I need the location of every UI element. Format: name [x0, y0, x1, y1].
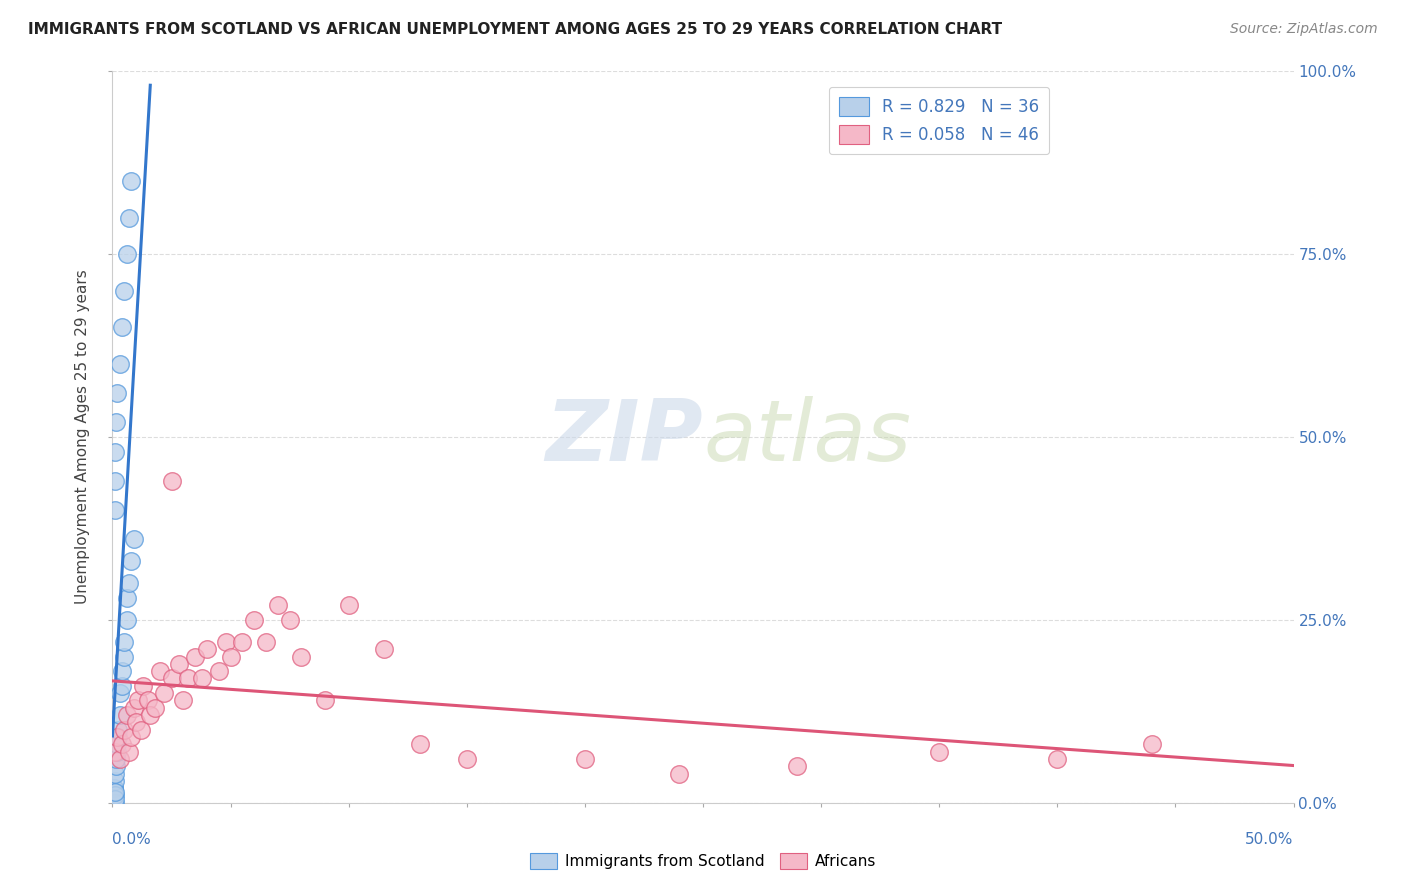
Point: [105, 416, 128, 430]
Point: [125, 715, 148, 730]
Point: [112, 284, 135, 298]
Point: [122, 700, 145, 714]
Point: [153, 686, 176, 700]
Legend: R = 0.829   N = 36, R = 0.058   N = 46: R = 0.829 N = 36, R = 0.058 N = 46: [828, 87, 1049, 153]
Point: [278, 613, 301, 627]
Point: [118, 576, 141, 591]
Point: [104, 789, 127, 803]
Point: [104, 773, 127, 788]
Point: [172, 693, 194, 707]
Point: [104, 796, 127, 810]
Point: [1140, 737, 1163, 751]
Text: 50.0%: 50.0%: [1246, 832, 1294, 847]
Point: [104, 792, 127, 806]
Point: [267, 599, 290, 613]
Point: [112, 723, 135, 737]
Point: [139, 708, 162, 723]
Point: [105, 745, 128, 759]
Point: [111, 737, 134, 751]
Point: [1046, 752, 1069, 766]
Point: [195, 642, 218, 657]
Point: [118, 745, 141, 759]
Text: ZIP: ZIP: [546, 395, 703, 479]
Text: atlas: atlas: [703, 395, 911, 479]
Text: Source: ZipAtlas.com: Source: ZipAtlas.com: [1230, 22, 1378, 37]
Point: [574, 752, 596, 766]
Point: [103, 781, 125, 796]
Text: IMMIGRANTS FROM SCOTLAND VS AFRICAN UNEMPLOYMENT AMONG AGES 25 TO 29 YEARS CORRE: IMMIGRANTS FROM SCOTLAND VS AFRICAN UNEM…: [28, 22, 1002, 37]
Point: [115, 613, 138, 627]
Point: [184, 649, 207, 664]
Point: [668, 766, 690, 780]
Point: [120, 730, 142, 744]
Y-axis label: Unemployment Among Ages 25 to 29 years: Unemployment Among Ages 25 to 29 years: [75, 269, 90, 605]
Point: [105, 752, 128, 766]
Point: [104, 474, 127, 488]
Point: [160, 672, 183, 686]
Point: [111, 679, 134, 693]
Point: [103, 781, 125, 796]
Point: [177, 672, 200, 686]
Point: [120, 174, 142, 188]
Point: [118, 211, 141, 225]
Point: [108, 357, 131, 371]
Point: [129, 723, 152, 737]
Point: [149, 664, 172, 678]
Point: [191, 672, 214, 686]
Point: [456, 752, 478, 766]
Point: [337, 599, 360, 613]
Point: [115, 247, 138, 261]
Point: [167, 657, 190, 671]
Point: [107, 730, 129, 744]
Point: [928, 745, 950, 759]
Point: [112, 649, 135, 664]
Point: [290, 649, 312, 664]
Point: [219, 649, 242, 664]
Point: [136, 693, 159, 707]
Point: [127, 693, 149, 707]
Point: [408, 737, 430, 751]
Point: [208, 664, 231, 678]
Point: [231, 635, 253, 649]
Point: [104, 444, 127, 458]
Point: [115, 708, 138, 723]
Point: [111, 320, 134, 334]
Point: [107, 723, 129, 737]
Point: [105, 737, 128, 751]
Point: [143, 700, 166, 714]
Point: [120, 554, 142, 568]
Point: [215, 635, 238, 649]
Point: [104, 785, 127, 799]
Point: [314, 693, 336, 707]
Point: [108, 752, 131, 766]
Point: [786, 759, 808, 773]
Point: [243, 613, 266, 627]
Point: [160, 474, 183, 488]
Point: [104, 766, 127, 780]
Point: [108, 686, 131, 700]
Point: [105, 759, 128, 773]
Point: [373, 642, 395, 657]
Point: [104, 745, 127, 759]
Point: [115, 591, 138, 605]
Point: [111, 664, 134, 678]
Point: [108, 708, 131, 723]
Point: [105, 386, 128, 401]
Point: [132, 679, 155, 693]
Point: [254, 635, 277, 649]
Point: [104, 503, 127, 517]
Legend: Immigrants from Scotland, Africans: Immigrants from Scotland, Africans: [523, 847, 883, 875]
Point: [105, 730, 128, 744]
Point: [112, 635, 135, 649]
Text: 0.0%: 0.0%: [112, 832, 152, 847]
Point: [122, 533, 145, 547]
